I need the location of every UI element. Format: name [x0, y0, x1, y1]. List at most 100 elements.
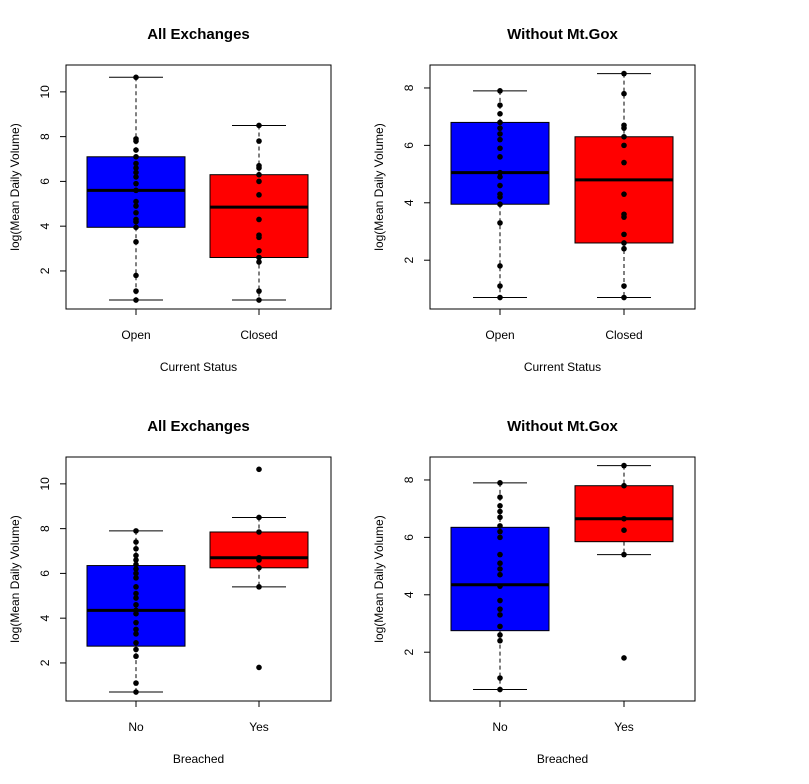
- data-point: [497, 191, 503, 197]
- data-point: [621, 133, 627, 140]
- data-point: [497, 119, 503, 126]
- data-point: [621, 551, 627, 558]
- data-point: [133, 239, 139, 245]
- chart-title: All Exchanges: [147, 418, 250, 435]
- iqr-box: [209, 174, 309, 259]
- data-point: [256, 529, 262, 535]
- data-point: [133, 136, 139, 142]
- data-point: [497, 283, 503, 289]
- y-axis-label: log(Mean Daily Volume): [372, 515, 386, 642]
- box-no: [86, 528, 186, 695]
- data-point: [133, 689, 139, 695]
- data-point: [133, 653, 139, 660]
- data-point: [497, 606, 503, 612]
- data-point: [133, 607, 139, 614]
- data-point: [497, 514, 503, 521]
- data-point: [133, 590, 139, 597]
- data-point: [133, 198, 139, 205]
- data-point: [256, 584, 262, 590]
- data-point: [621, 122, 627, 129]
- data-point: [133, 545, 139, 552]
- data-point: [621, 231, 627, 238]
- data-point: [621, 655, 627, 661]
- data-point: [621, 294, 627, 301]
- data-point: [621, 245, 627, 252]
- data-point: [497, 220, 503, 226]
- data-point: [497, 294, 503, 301]
- iqr-box: [209, 531, 309, 569]
- plot-frame: [65, 64, 332, 310]
- data-point: [256, 664, 262, 671]
- chart-panel-4: Without Mt.Gox 2 4 6 8 log(Mean Daily Volume)…: [372, 418, 696, 766]
- data-point: [133, 147, 139, 153]
- x-tick-label: Open: [121, 328, 150, 342]
- data-point: [497, 201, 503, 208]
- y-tick-label: 4: [38, 223, 52, 230]
- data-point: [497, 508, 503, 515]
- y-tick-label: 2: [402, 257, 416, 264]
- data-point: [621, 482, 627, 489]
- y-tick-label: 4: [38, 615, 52, 622]
- y-tick-label: 8: [38, 525, 52, 532]
- data-point: [497, 534, 503, 541]
- data-point: [133, 528, 139, 534]
- data-point: [133, 557, 139, 563]
- x-axis-label: Breached: [173, 752, 224, 766]
- data-point: [497, 503, 503, 509]
- plot-frame: [429, 456, 696, 702]
- y-tick-label: 10: [38, 477, 52, 491]
- data-point: [256, 178, 262, 185]
- data-point: [133, 584, 139, 590]
- box-no: [450, 480, 550, 693]
- data-point: [133, 646, 139, 653]
- data-point: [256, 466, 262, 473]
- y-tick-label: 6: [38, 570, 52, 577]
- data-point: [497, 571, 503, 578]
- chart-panel-3: All Exchanges 2 4 6 8 10 log(Mean Daily Volume…: [8, 418, 332, 766]
- data-point: [497, 560, 503, 567]
- data-point: [497, 523, 503, 529]
- data-point: [497, 145, 503, 152]
- plot-frame: [65, 456, 332, 702]
- data-point: [133, 272, 139, 279]
- y-tick-label: 4: [402, 591, 416, 598]
- y-tick-label: 8: [402, 476, 416, 483]
- y-tick-label: 2: [402, 649, 416, 656]
- data-point: [256, 138, 262, 144]
- data-point: [133, 561, 139, 568]
- data-point: [497, 551, 503, 558]
- data-point: [497, 102, 503, 108]
- data-point: [256, 297, 262, 303]
- data-point: [133, 297, 139, 303]
- x-tick-label: Closed: [240, 328, 277, 342]
- data-point: [621, 191, 627, 197]
- data-point: [497, 136, 503, 143]
- data-point: [133, 187, 139, 194]
- plot-frame: [429, 64, 696, 310]
- data-point: [497, 88, 503, 94]
- chart-panel-2: Without Mt.Gox 2 4 6 8 log(Mean Daily Volume)…: [372, 26, 696, 374]
- x-tick-label: No: [128, 720, 144, 734]
- x-tick-label: No: [492, 720, 508, 734]
- data-point: [133, 626, 139, 633]
- box-open: [86, 74, 186, 303]
- data-point: [497, 566, 503, 572]
- data-point: [256, 554, 262, 561]
- data-point: [256, 288, 262, 294]
- data-point: [133, 216, 139, 223]
- data-point: [133, 209, 139, 216]
- data-point: [133, 680, 139, 686]
- data-point: [256, 216, 262, 223]
- data-point: [133, 552, 139, 559]
- data-point: [133, 74, 139, 81]
- data-point: [133, 224, 139, 231]
- data-point: [497, 675, 503, 681]
- data-point: [497, 480, 503, 486]
- chart-title: Without Mt.Gox: [507, 418, 618, 435]
- data-point: [621, 90, 627, 97]
- data-point: [621, 240, 627, 246]
- data-point: [497, 623, 503, 630]
- data-point: [621, 211, 627, 218]
- y-tick-label: 6: [38, 178, 52, 185]
